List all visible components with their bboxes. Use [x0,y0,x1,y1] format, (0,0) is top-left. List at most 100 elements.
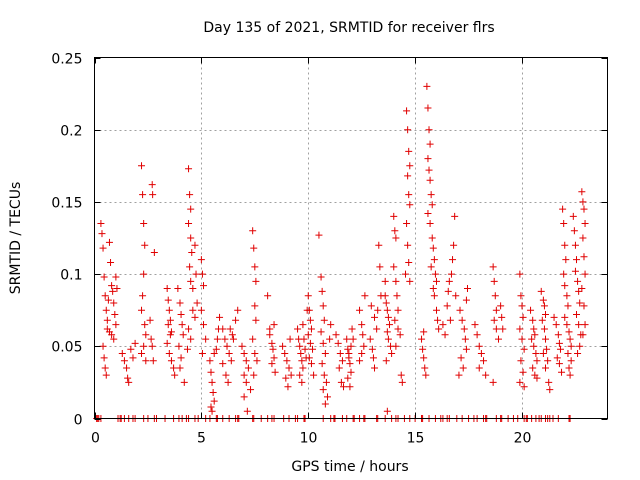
data-point [567,342,575,350]
data-point [247,386,255,394]
data-point [356,357,364,365]
data-point [309,345,317,353]
data-point [580,253,588,261]
data-point [299,364,307,372]
data-point [97,220,105,228]
data-point [447,270,455,278]
data-point [210,350,218,358]
data-point [318,287,326,295]
data-point [390,212,398,220]
data-point [406,201,414,209]
data-point [242,357,250,365]
data-point [305,354,313,362]
data-point [139,292,147,300]
data-point [139,191,147,199]
data-point [581,321,589,329]
data-point [531,331,539,339]
data-point [371,313,379,321]
data-point [356,306,364,314]
grid-layer [94,57,608,419]
data-point [545,378,553,386]
data-point [561,282,569,290]
data-point [250,371,258,379]
data-point [279,342,287,350]
data-point [540,302,548,310]
data-point [553,354,561,362]
data-point [229,335,237,343]
data-point [112,321,120,329]
data-point [101,292,109,300]
data-point [321,350,329,358]
data-point [319,386,327,394]
data-point [298,357,306,365]
data-point [109,287,117,295]
data-point [383,328,391,336]
data-point [383,407,391,415]
data-point [252,316,260,324]
data-point [166,331,174,339]
data-point [271,368,279,376]
data-point [219,325,227,333]
data-point [498,313,506,321]
data-point [455,371,463,379]
data-point [338,357,346,365]
data-point [420,354,428,362]
data-point [319,302,327,310]
data-point [178,321,186,329]
data-point [391,227,399,235]
data-point [327,321,335,329]
data-point [98,230,106,238]
data-point [475,364,483,372]
data-point [575,321,583,329]
data-point [405,147,413,155]
data-point [358,350,366,358]
data-point [430,292,438,300]
data-point [209,389,217,397]
data-point [307,360,315,368]
x-tick-label: 10 [300,431,318,447]
data-point [192,270,200,278]
data-point [552,321,560,329]
data-point [450,241,458,249]
data-point [581,220,589,228]
data-point [443,302,451,310]
data-point [120,357,128,365]
data-point [99,244,107,252]
data-point [297,350,305,358]
data-point [392,277,400,285]
data-point [105,238,113,246]
y-axis-label: SRMTID / TECUs [8,182,24,295]
data-point [185,220,193,228]
data-point [250,244,258,252]
data-point [344,374,352,382]
data-point [304,292,312,300]
data-point [150,248,158,256]
data-point [227,357,235,365]
data-point [542,311,550,319]
data-point [573,311,581,319]
data-point [101,364,109,372]
data-point [187,277,195,285]
data-point [446,316,454,324]
data-point [283,357,291,365]
data-point [208,378,216,386]
data-point [530,325,538,333]
data-point [167,357,175,365]
data-point [576,299,584,307]
data-point [404,126,412,134]
data-point [516,270,524,278]
data-point [539,296,547,304]
data-point [317,328,325,336]
data-point [463,285,471,293]
data-point [240,371,248,379]
data-point [471,321,479,329]
data-point [560,270,568,278]
x-tick-label: 20 [514,431,532,447]
data-point [405,191,413,199]
data-point [147,335,155,343]
data-point [306,316,314,324]
data-point [475,342,483,350]
data-point [187,335,195,343]
data-point [336,350,344,358]
data-point [423,82,431,90]
